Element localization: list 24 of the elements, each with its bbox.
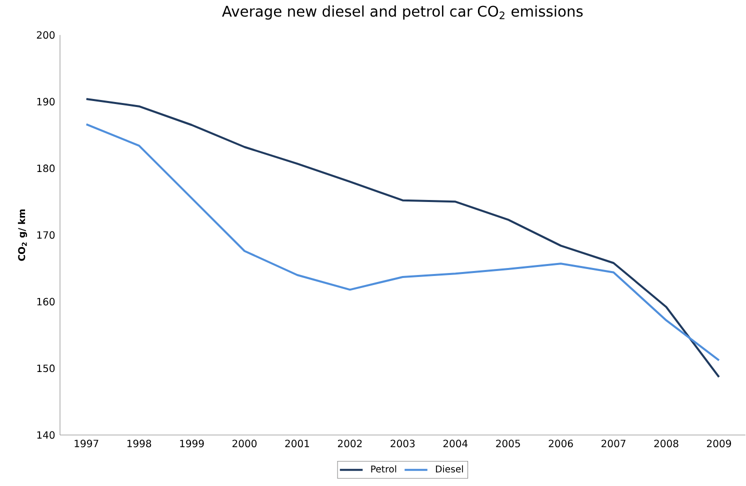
x-tick-label: 2009 [706,440,731,448]
x-tick-label: 2005 [496,440,520,448]
x-tick-label: 2007 [602,440,626,448]
x-tick-label: 2002 [338,440,362,448]
y-tick-label: 150 [37,364,55,372]
legend-label: Diesel [436,465,463,472]
y-tick-label: 200 [36,31,55,39]
x-tick-label: 2004 [443,440,468,448]
x-tick-label: 1998 [127,440,152,448]
y-tick-label: 170 [37,231,55,239]
text: CO$_{2}$ g/ km [18,209,28,261]
legend-label: Petrol [371,465,396,472]
y-tick-label: 160 [37,298,55,306]
y-tick-label: 190 [37,98,55,106]
x-tick-label: 2001 [285,440,310,448]
x-tick-label: 2008 [654,440,678,448]
chart-title: Average new diesel and petrol car CO$_{2}$ emissions [222,5,583,20]
x-tick-label: 1997 [74,440,98,448]
x-tick-label: 1999 [180,440,204,448]
x-tick-label: 2000 [232,440,257,448]
x-tick-label: 2003 [390,440,415,448]
y-tick-label: 180 [37,164,55,172]
y-tick-label: 140 [37,431,55,439]
x-tick-label: 2006 [548,440,573,448]
